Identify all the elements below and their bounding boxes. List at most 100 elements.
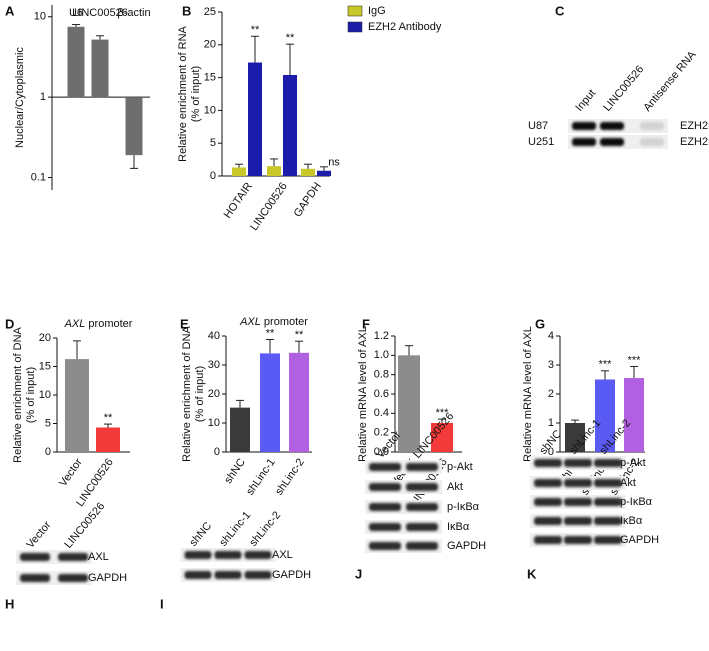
row-label: GAPDH: [272, 569, 311, 581]
blot-band: [534, 536, 562, 544]
annotation: **: [104, 412, 113, 424]
blot-band: [406, 542, 438, 550]
y-tick-label: 0.0: [374, 446, 389, 458]
blot-band: [214, 571, 242, 579]
x-tick-label: β-actin: [117, 7, 150, 19]
blot-band: [600, 122, 624, 130]
y-tick-label: 15: [204, 72, 216, 84]
bar: [230, 407, 250, 452]
x-tick-label: shNC: [222, 456, 248, 485]
row-label: EZH2: [680, 120, 708, 132]
y-axis-label: Relative enrichment of RNA: [177, 25, 189, 161]
panel-letter: K: [527, 566, 537, 581]
blot-band: [594, 459, 622, 467]
y-tick-label: 0: [210, 170, 216, 182]
blot-band: [564, 479, 592, 487]
blot-band: [640, 122, 664, 130]
row-label: GAPDH: [88, 572, 127, 584]
y-tick-label: 1.0: [374, 349, 389, 361]
y-tick-label: 10: [34, 11, 46, 23]
row-label: Akt: [447, 481, 463, 493]
blot-band: [20, 574, 50, 582]
y-axis-label: (% of input): [190, 66, 202, 122]
y-tick-label: 1: [40, 91, 46, 103]
annotation: ***: [436, 407, 450, 419]
annotation: ns: [328, 157, 340, 169]
blot-band: [534, 479, 562, 487]
lane-label: LINC00526: [62, 500, 107, 550]
y-tick-label: 20: [204, 39, 216, 51]
bar: [232, 167, 246, 176]
blot-band: [58, 574, 88, 582]
y-tick-label: 3: [548, 359, 554, 371]
blot-band: [572, 138, 596, 146]
x-tick-label: GAPDH: [292, 180, 324, 219]
y-tick-label: 0.2: [374, 427, 389, 439]
row-label: EZH2: [680, 136, 708, 148]
y-axis-label: Nuclear/Cytoplasmic: [14, 47, 26, 148]
row-label: p-Akt: [447, 461, 473, 473]
blot-band: [564, 498, 592, 506]
annotation: **: [251, 24, 260, 36]
blot-band: [244, 571, 272, 579]
title-rest: promoter: [85, 318, 132, 330]
blot-band: [369, 503, 401, 511]
bar: [267, 166, 281, 176]
lane-label: LINC00526: [601, 63, 646, 113]
bar: [565, 423, 585, 452]
lane-label: Vector: [24, 519, 53, 551]
row-label: AXL: [272, 549, 293, 561]
annotation: ***: [628, 354, 642, 366]
row-label: p-IκBα: [447, 501, 480, 513]
lane-label: shNC: [187, 520, 214, 549]
cell-line-label: U87: [528, 120, 548, 132]
y-tick-label: 15: [39, 360, 51, 372]
annotation: ***: [599, 359, 613, 371]
lane-label: Input: [573, 87, 598, 113]
bar: [96, 427, 120, 452]
y-tick-label: 10: [208, 417, 220, 429]
blot-band: [369, 483, 401, 491]
blot-band: [594, 498, 622, 506]
annotation: **: [295, 329, 304, 341]
bar: [624, 378, 644, 452]
panel-letter: B: [182, 3, 191, 18]
x-tick-label: shLinc-2: [273, 457, 307, 498]
y-axis-label: (% of input): [194, 366, 206, 422]
blot-band: [564, 459, 592, 467]
panel-letter: D: [5, 316, 14, 331]
y-axis-label: Relative enrichment of DNA: [181, 325, 193, 461]
x-tick-label: U6: [69, 7, 83, 19]
chart-title: AXL promoter: [239, 316, 308, 328]
blot-band: [20, 553, 50, 561]
y-tick-label: 30: [208, 359, 220, 371]
panel-letter: C: [555, 3, 565, 18]
y-axis-label: Relative mRNA level of AXL: [357, 326, 369, 462]
bar: [91, 39, 109, 98]
x-tick-label: LINC00526: [72, 7, 128, 19]
panel-letter: J: [355, 566, 362, 581]
blot-band: [244, 551, 272, 559]
blot-band: [534, 517, 562, 525]
row-label: AXL: [88, 551, 109, 563]
y-tick-label: 0: [548, 446, 554, 458]
bar: [283, 74, 297, 176]
lane-label: Antisense RNA: [641, 48, 699, 113]
x-tick-label: LINC00526: [248, 181, 290, 233]
blot-band: [534, 459, 562, 467]
y-axis-label: Relative enrichment of DNA: [12, 326, 24, 462]
legend-swatch: [347, 5, 363, 17]
panel-letter: I: [160, 596, 164, 611]
legend-label: EZH2 Antibody: [368, 21, 442, 33]
bar: [595, 379, 615, 452]
blot-band: [406, 503, 438, 511]
panel-letter: E: [180, 316, 189, 331]
row-label: IκBα: [447, 521, 470, 533]
y-tick-label: 2: [548, 388, 554, 400]
blot-band: [600, 138, 624, 146]
y-tick-label: 20: [208, 388, 220, 400]
bar: [260, 353, 280, 452]
blot-band: [594, 479, 622, 487]
bar: [317, 170, 331, 176]
